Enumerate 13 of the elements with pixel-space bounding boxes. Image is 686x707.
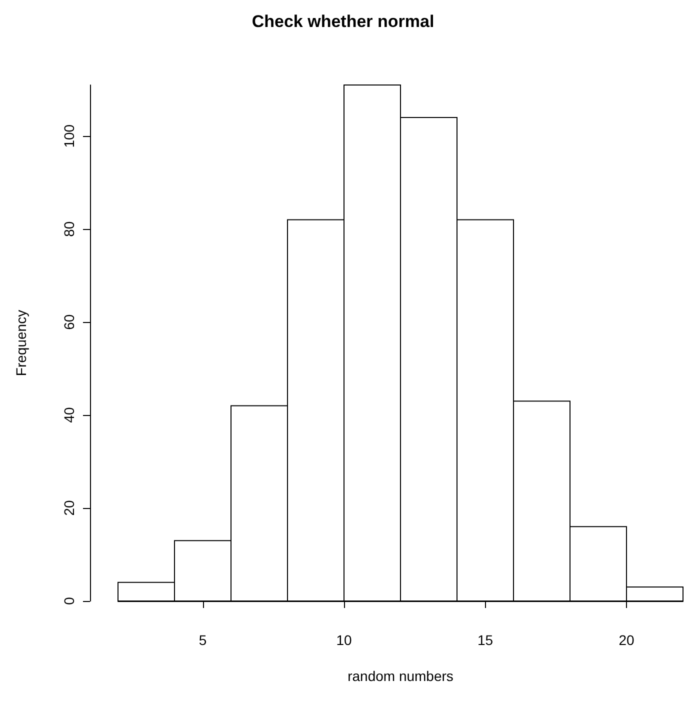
x-tick-label: 5	[198, 632, 207, 648]
x-tick-label: 10	[336, 632, 352, 648]
x-tick-label: 15	[477, 632, 494, 648]
y-tick-label: 0	[61, 596, 77, 605]
y-tick-label: 60	[61, 314, 77, 330]
y-tick-label: 80	[61, 221, 77, 237]
x-axis-title: random numbers	[348, 668, 454, 684]
x-tick-label: 20	[618, 632, 634, 648]
y-tick-label: 100	[61, 124, 77, 148]
y-tick-label: 20	[61, 500, 77, 516]
chart-title: Check whether normal	[252, 12, 434, 31]
y-axis-title: Frequency	[13, 310, 29, 376]
y-tick-label: 40	[61, 407, 77, 423]
